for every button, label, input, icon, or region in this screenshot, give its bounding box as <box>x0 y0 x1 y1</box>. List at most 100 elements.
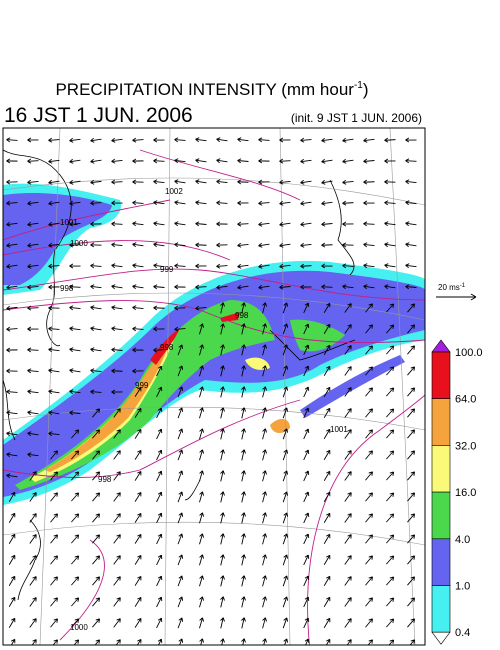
wind-arrow <box>71 576 80 586</box>
wind-arrow <box>27 263 39 269</box>
colorbar-segment <box>431 585 451 633</box>
wind-arrow <box>282 407 289 419</box>
wind-arrow <box>241 407 246 419</box>
wind-arrow <box>50 555 58 565</box>
wind-arrow <box>92 555 101 565</box>
wind-arrow <box>323 554 331 565</box>
wind-arrow <box>6 221 18 227</box>
wind-arrow <box>407 366 416 376</box>
isobar-label: 998 <box>60 284 74 293</box>
wind-arrow <box>262 449 267 461</box>
wind-arrow <box>199 491 204 503</box>
wind-arrow <box>384 221 396 227</box>
wind-arrow <box>48 368 60 374</box>
wind-arrow <box>386 597 395 607</box>
wind-arrow <box>407 513 416 523</box>
wind-arrow <box>90 368 102 374</box>
wind-arrow <box>241 617 246 629</box>
wind-arrow <box>50 471 58 481</box>
wind-arrow <box>303 386 310 398</box>
wind-arrow <box>27 221 39 227</box>
wind-arrow <box>153 263 165 269</box>
wind-arrow <box>279 179 291 185</box>
wind-arrow <box>216 179 228 185</box>
wind-arrow <box>300 221 312 227</box>
wind-arrow <box>262 491 267 503</box>
wind-arrow <box>113 618 121 628</box>
wind-arrow <box>262 575 267 587</box>
colorbar-segment <box>431 538 451 586</box>
wind-arrow <box>69 305 81 311</box>
wind-arrow <box>6 137 18 143</box>
wind-arrow <box>321 179 333 185</box>
wind-arrow <box>177 533 184 545</box>
wind-arrow <box>199 344 204 356</box>
wind-arrow <box>90 179 102 185</box>
wind-arrow <box>220 323 225 335</box>
wind-arrow <box>113 492 121 502</box>
wind-arrow <box>48 410 60 416</box>
wind-arrow <box>134 617 142 628</box>
wind-arrow <box>282 533 289 545</box>
wind-arrow <box>92 576 101 586</box>
wind-arrow <box>407 576 416 586</box>
wind-arrow <box>29 576 37 586</box>
isobar-label: 1000 <box>70 623 88 632</box>
wind-arrow <box>262 470 267 482</box>
wind-arrow <box>282 491 289 503</box>
wind-arrow <box>365 534 373 544</box>
wind-arrow <box>153 242 165 248</box>
wind-arrow <box>92 408 101 418</box>
wind-arrow <box>405 284 417 290</box>
wind-arrow <box>386 387 395 397</box>
wind-arrow <box>177 512 184 524</box>
wind-arrow <box>48 326 60 332</box>
wind-arrow <box>174 137 186 143</box>
wind-arrow <box>386 618 395 628</box>
wind-arrow <box>92 597 101 607</box>
wind-arrow <box>407 429 416 439</box>
wind-arrow <box>111 200 123 206</box>
wind-arrow <box>386 366 395 376</box>
wind-arrow <box>241 470 246 482</box>
wind-arrow <box>157 638 163 645</box>
wind-arrow <box>132 137 144 143</box>
wind-arrow <box>71 618 80 628</box>
wind-arrow <box>262 596 267 608</box>
wind-arrow <box>321 263 333 269</box>
wind-arrow <box>220 365 225 377</box>
scale-sup: -1 <box>460 283 466 289</box>
map: 1002 1001 1000 999 998 998 999 998 998 1… <box>2 127 426 646</box>
wind-arrow <box>220 470 225 482</box>
wind-arrow <box>177 617 184 629</box>
wind-arrow <box>92 534 101 544</box>
wind-arrow <box>405 263 417 269</box>
wind-arrow <box>156 554 163 566</box>
wind-arrow <box>241 365 246 377</box>
wind-arrow <box>27 242 39 248</box>
wind-arrow <box>365 366 373 376</box>
wind-arrow <box>365 408 373 418</box>
wind-arrow <box>303 428 310 440</box>
wind-arrow <box>174 284 186 290</box>
wind-arrow <box>346 639 352 645</box>
wind-arrow <box>405 179 417 185</box>
wind-arrow <box>386 324 395 334</box>
wind-arrow <box>344 597 352 607</box>
title-text: PRECIPITATION INTENSITY (mm hour <box>55 80 354 99</box>
wind-arrow <box>384 137 396 143</box>
wind-arrow <box>262 617 267 629</box>
wind-arrow <box>153 158 165 164</box>
wind-arrow <box>48 305 60 311</box>
wind-arrow <box>282 428 289 440</box>
wind-arrow <box>323 470 331 481</box>
wind-arrow <box>342 221 354 227</box>
wind-arrow <box>132 284 144 290</box>
wind-arrow <box>405 221 417 227</box>
wind-arrow <box>52 639 58 645</box>
wind-arrow <box>323 323 331 334</box>
wind-arrow <box>195 263 207 269</box>
wind-arrow <box>199 407 204 419</box>
title-close: ) <box>363 80 369 99</box>
wind-arrow <box>29 555 37 565</box>
